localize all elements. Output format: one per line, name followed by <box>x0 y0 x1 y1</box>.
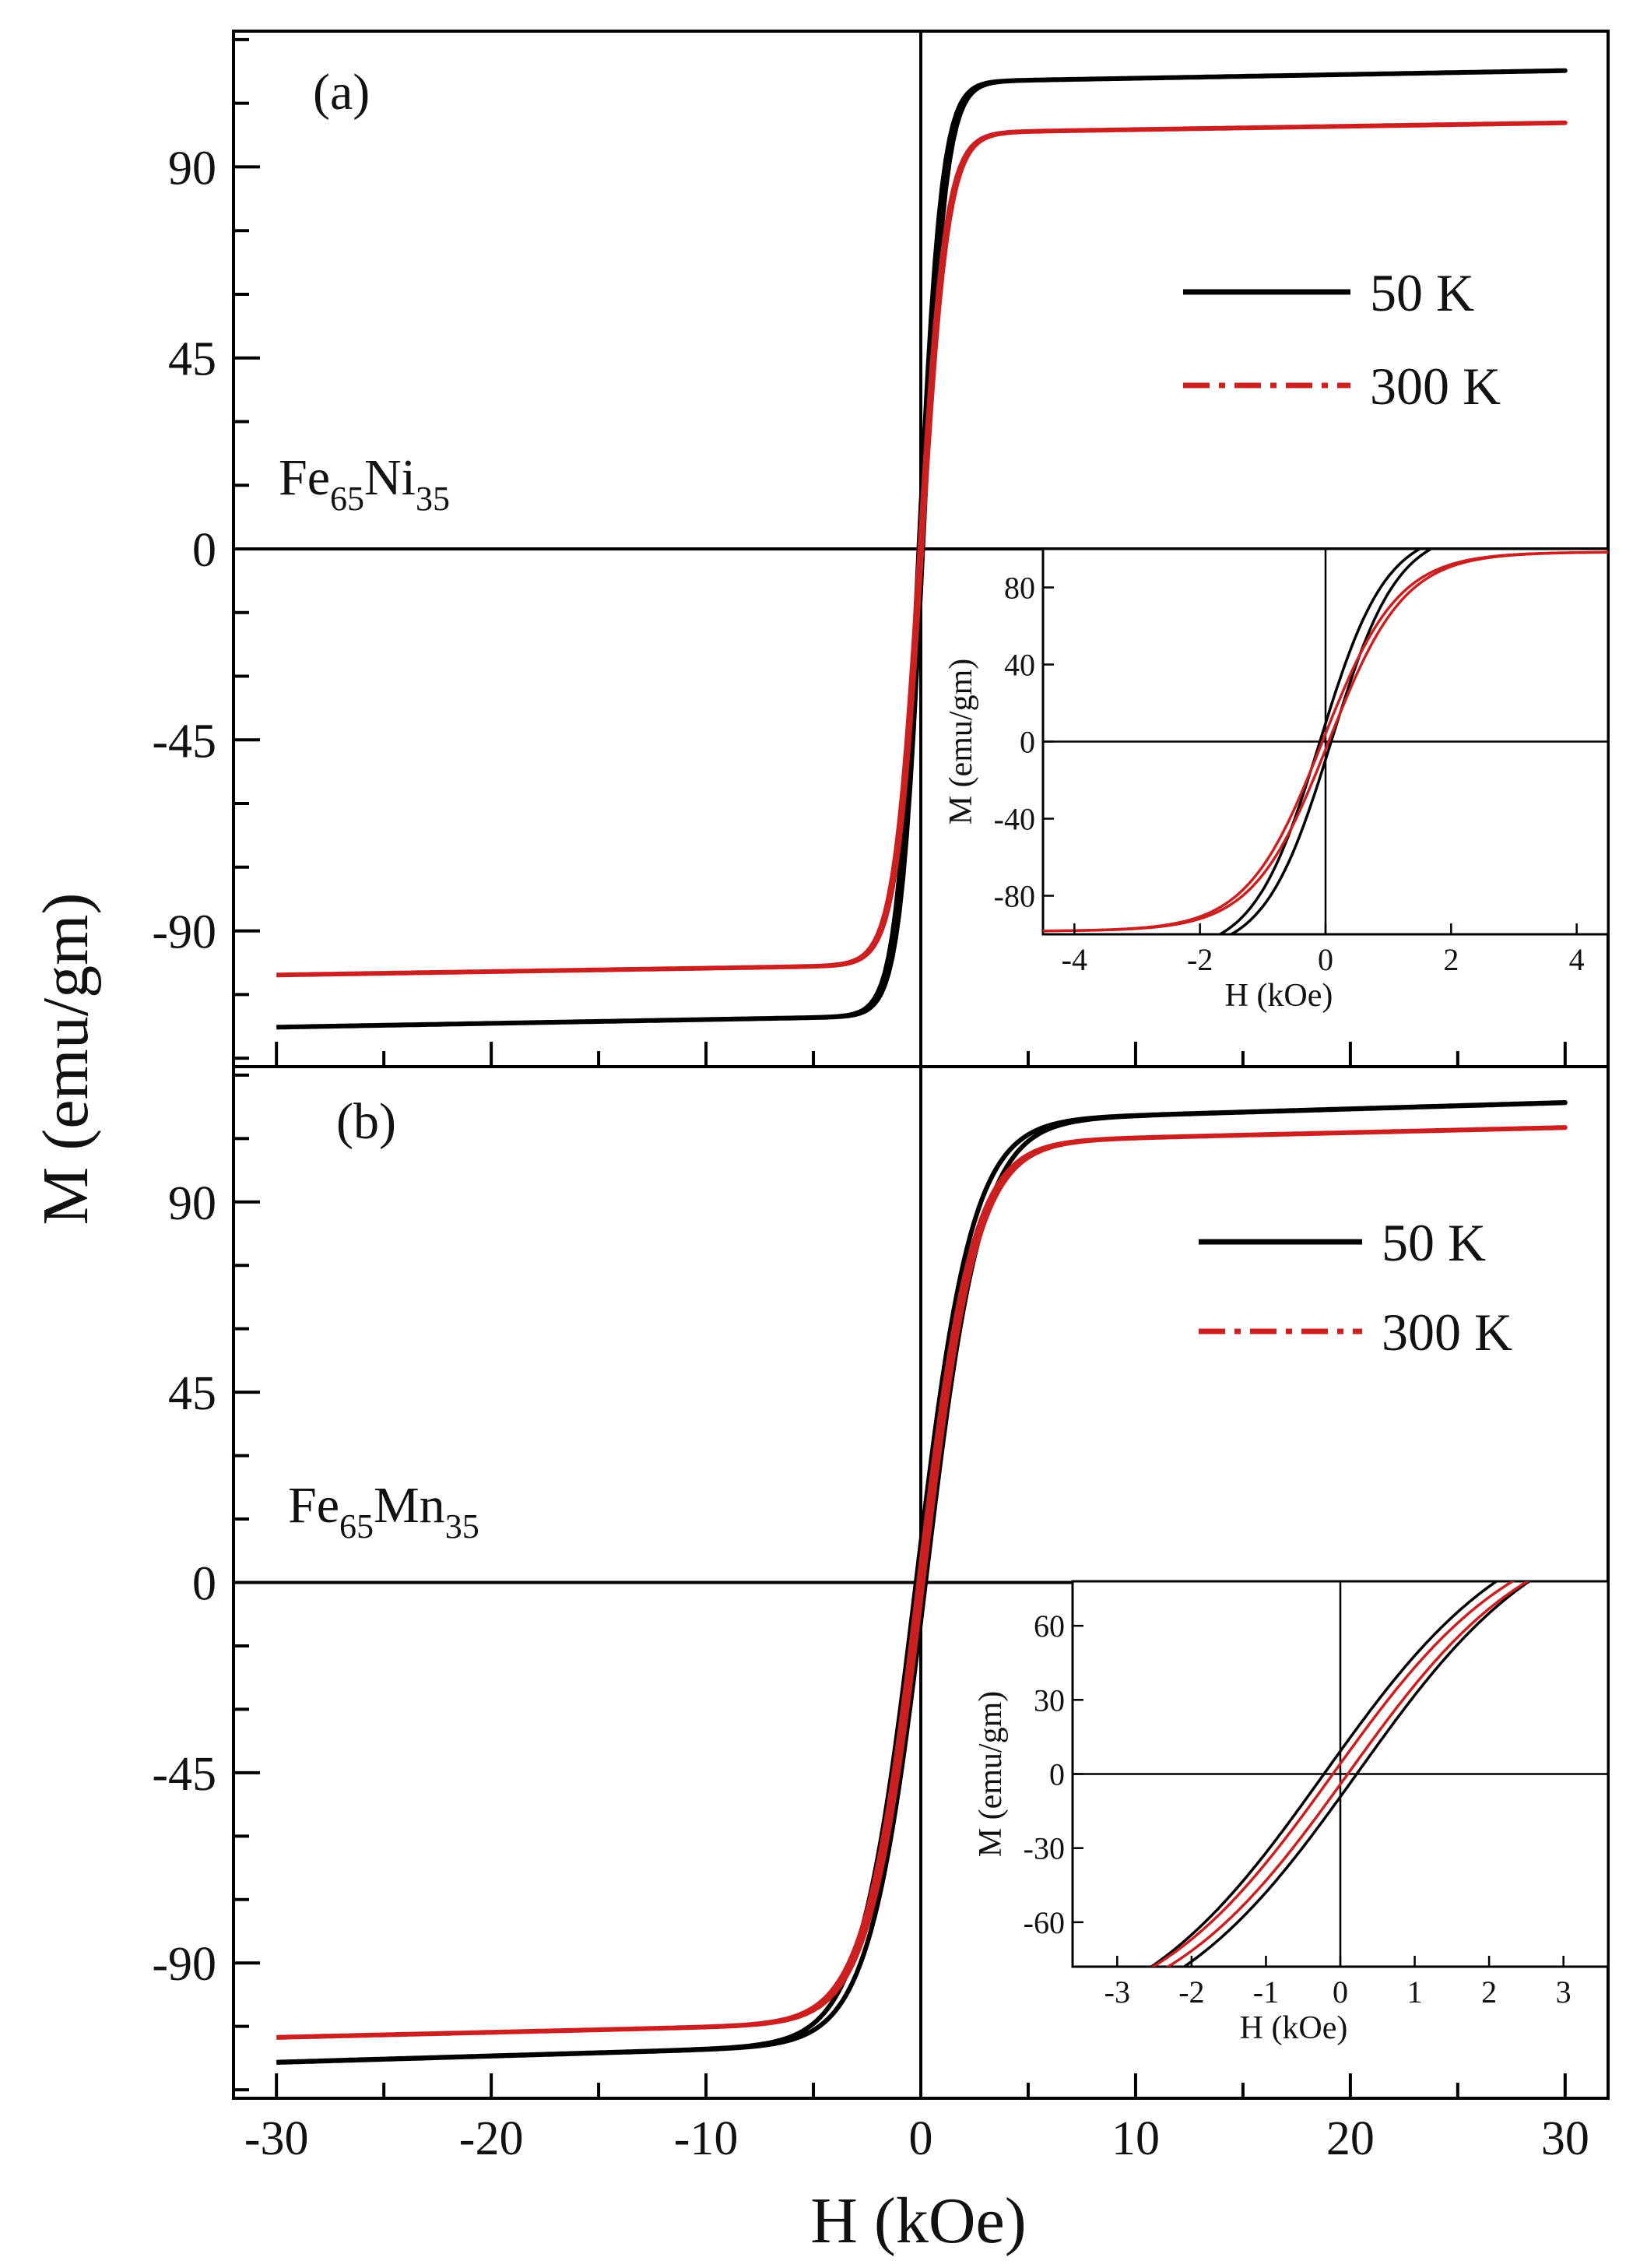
compound-subscript: 65 <box>339 1507 374 1545</box>
shared-axis-labels: H (kOe) M (emu/gm) <box>30 893 1027 2257</box>
inset-x-axis-label: H (kOe) <box>1240 2010 1348 2046</box>
compound-subscript: 35 <box>416 480 450 518</box>
main-curves <box>276 1100 1568 2065</box>
series-curve-50k <box>276 68 1568 1030</box>
compound-subscript: 35 <box>445 1507 479 1545</box>
series-curve-300k <box>276 1125 1568 2040</box>
inset-x-tick-label: -2 <box>1187 942 1213 977</box>
x-tick-label: -30 <box>244 2112 309 2165</box>
y-tick-label: 45 <box>168 333 216 386</box>
inset-x-tick-label: 0 <box>1318 942 1333 977</box>
inset-plot: -60 -30 0 30 60 -3 -2 -1 0 1 2 3 H (kOe) M (emu/gm) <box>973 1580 1610 2046</box>
inset-plot: -80 -40 0 40 80 -4 -2 0 2 4 H (kOe) M (emu/gm) <box>943 547 1610 1014</box>
y-tick-label: 45 <box>168 1367 216 1420</box>
compound-label: Fe65Ni35 <box>279 449 450 518</box>
y-tick-label: 90 <box>168 1177 216 1230</box>
panel-label: (b) <box>336 1093 396 1150</box>
inset-y-tick-label: 30 <box>1034 1683 1065 1718</box>
inset-x-tick-label: 0 <box>1333 1974 1348 2010</box>
inset-series-curve-50k <box>1217 549 1435 934</box>
inset-y-tick-label: 60 <box>1034 1609 1065 1644</box>
y-tick-label: -45 <box>152 1748 216 1801</box>
series-curve-300k <box>276 120 1568 978</box>
inset-y-tick-label: 0 <box>1049 1757 1065 1792</box>
inset-y-tick-label: -60 <box>1024 1905 1065 1940</box>
x-tick-label: 30 <box>1541 2112 1589 2165</box>
panel-label: (a) <box>313 64 370 121</box>
inset-y-tick-label: 80 <box>1004 571 1035 606</box>
inset-x-tick-label: 2 <box>1481 1974 1497 2010</box>
compound-element: Ni <box>364 449 416 506</box>
inset-y-tick-label: -40 <box>994 802 1035 837</box>
legend-label-50k: 50 K <box>1370 263 1474 322</box>
inset-x-tick-label: -2 <box>1178 1974 1204 2010</box>
compound-element: Fe <box>279 449 330 506</box>
legend-label-50k: 50 K <box>1382 1213 1486 1272</box>
inset-x-tick-label: -3 <box>1104 1974 1130 2010</box>
inset-curves <box>1149 1581 1532 1967</box>
y-tick-label: -45 <box>152 715 216 768</box>
inset-x-tick-label: -1 <box>1253 1974 1279 2010</box>
inset-y-axis-label: M (emu/gm) <box>973 1691 1009 1857</box>
inset-x-tick-label: 1 <box>1407 1974 1423 2010</box>
inset-y-axis-label: M (emu/gm) <box>943 659 979 825</box>
inset-x-tick-label: 4 <box>1569 942 1585 977</box>
x-tick-label: -20 <box>459 2112 524 2165</box>
compound-element: Mn <box>374 1477 445 1534</box>
inset-x-tick-label: -4 <box>1062 942 1087 977</box>
inset-series-curve-300k <box>1043 550 1608 933</box>
y-tick-label: -90 <box>152 906 216 959</box>
inset-series-curve-300k <box>1150 1581 1530 1967</box>
inset-curves <box>1043 549 1608 934</box>
x-tick-label: 0 <box>909 2112 933 2165</box>
inset-y-tick-label: -80 <box>994 879 1035 914</box>
inset-series-curve-50k <box>1149 1581 1532 1967</box>
y-tick-label: -90 <box>152 1938 216 1991</box>
compound-subscript: 65 <box>330 480 364 518</box>
inset-y-tick-label: 40 <box>1004 648 1035 683</box>
main-curves <box>276 68 1568 1030</box>
inset-y-tick-label: -30 <box>1024 1831 1065 1866</box>
y-tick-label: 90 <box>168 142 216 195</box>
x-axis-label: H (kOe) <box>810 2185 1027 2257</box>
y-axis-label: M (emu/gm) <box>30 893 102 1225</box>
compound-element: Fe <box>288 1477 339 1534</box>
x-tick-label: 10 <box>1111 2112 1160 2165</box>
legend-label-300k: 300 K <box>1382 1303 1512 1362</box>
x-tick-label: -10 <box>674 2112 739 2165</box>
inset-x-tick-label: 2 <box>1443 942 1459 977</box>
y-tick-label: 0 <box>192 524 216 577</box>
series-curve-50k <box>276 1100 1568 2065</box>
y-tick-label: 0 <box>192 1558 216 1611</box>
inset-y-tick-label: 0 <box>1020 725 1035 760</box>
inset-x-tick-label: 3 <box>1556 1974 1571 2010</box>
inset-x-axis-label: H (kOe) <box>1225 978 1333 1014</box>
legend-label-300k: 300 K <box>1370 357 1501 416</box>
compound-label: Fe65Mn35 <box>288 1477 479 1545</box>
x-tick-label: 20 <box>1326 2112 1375 2165</box>
